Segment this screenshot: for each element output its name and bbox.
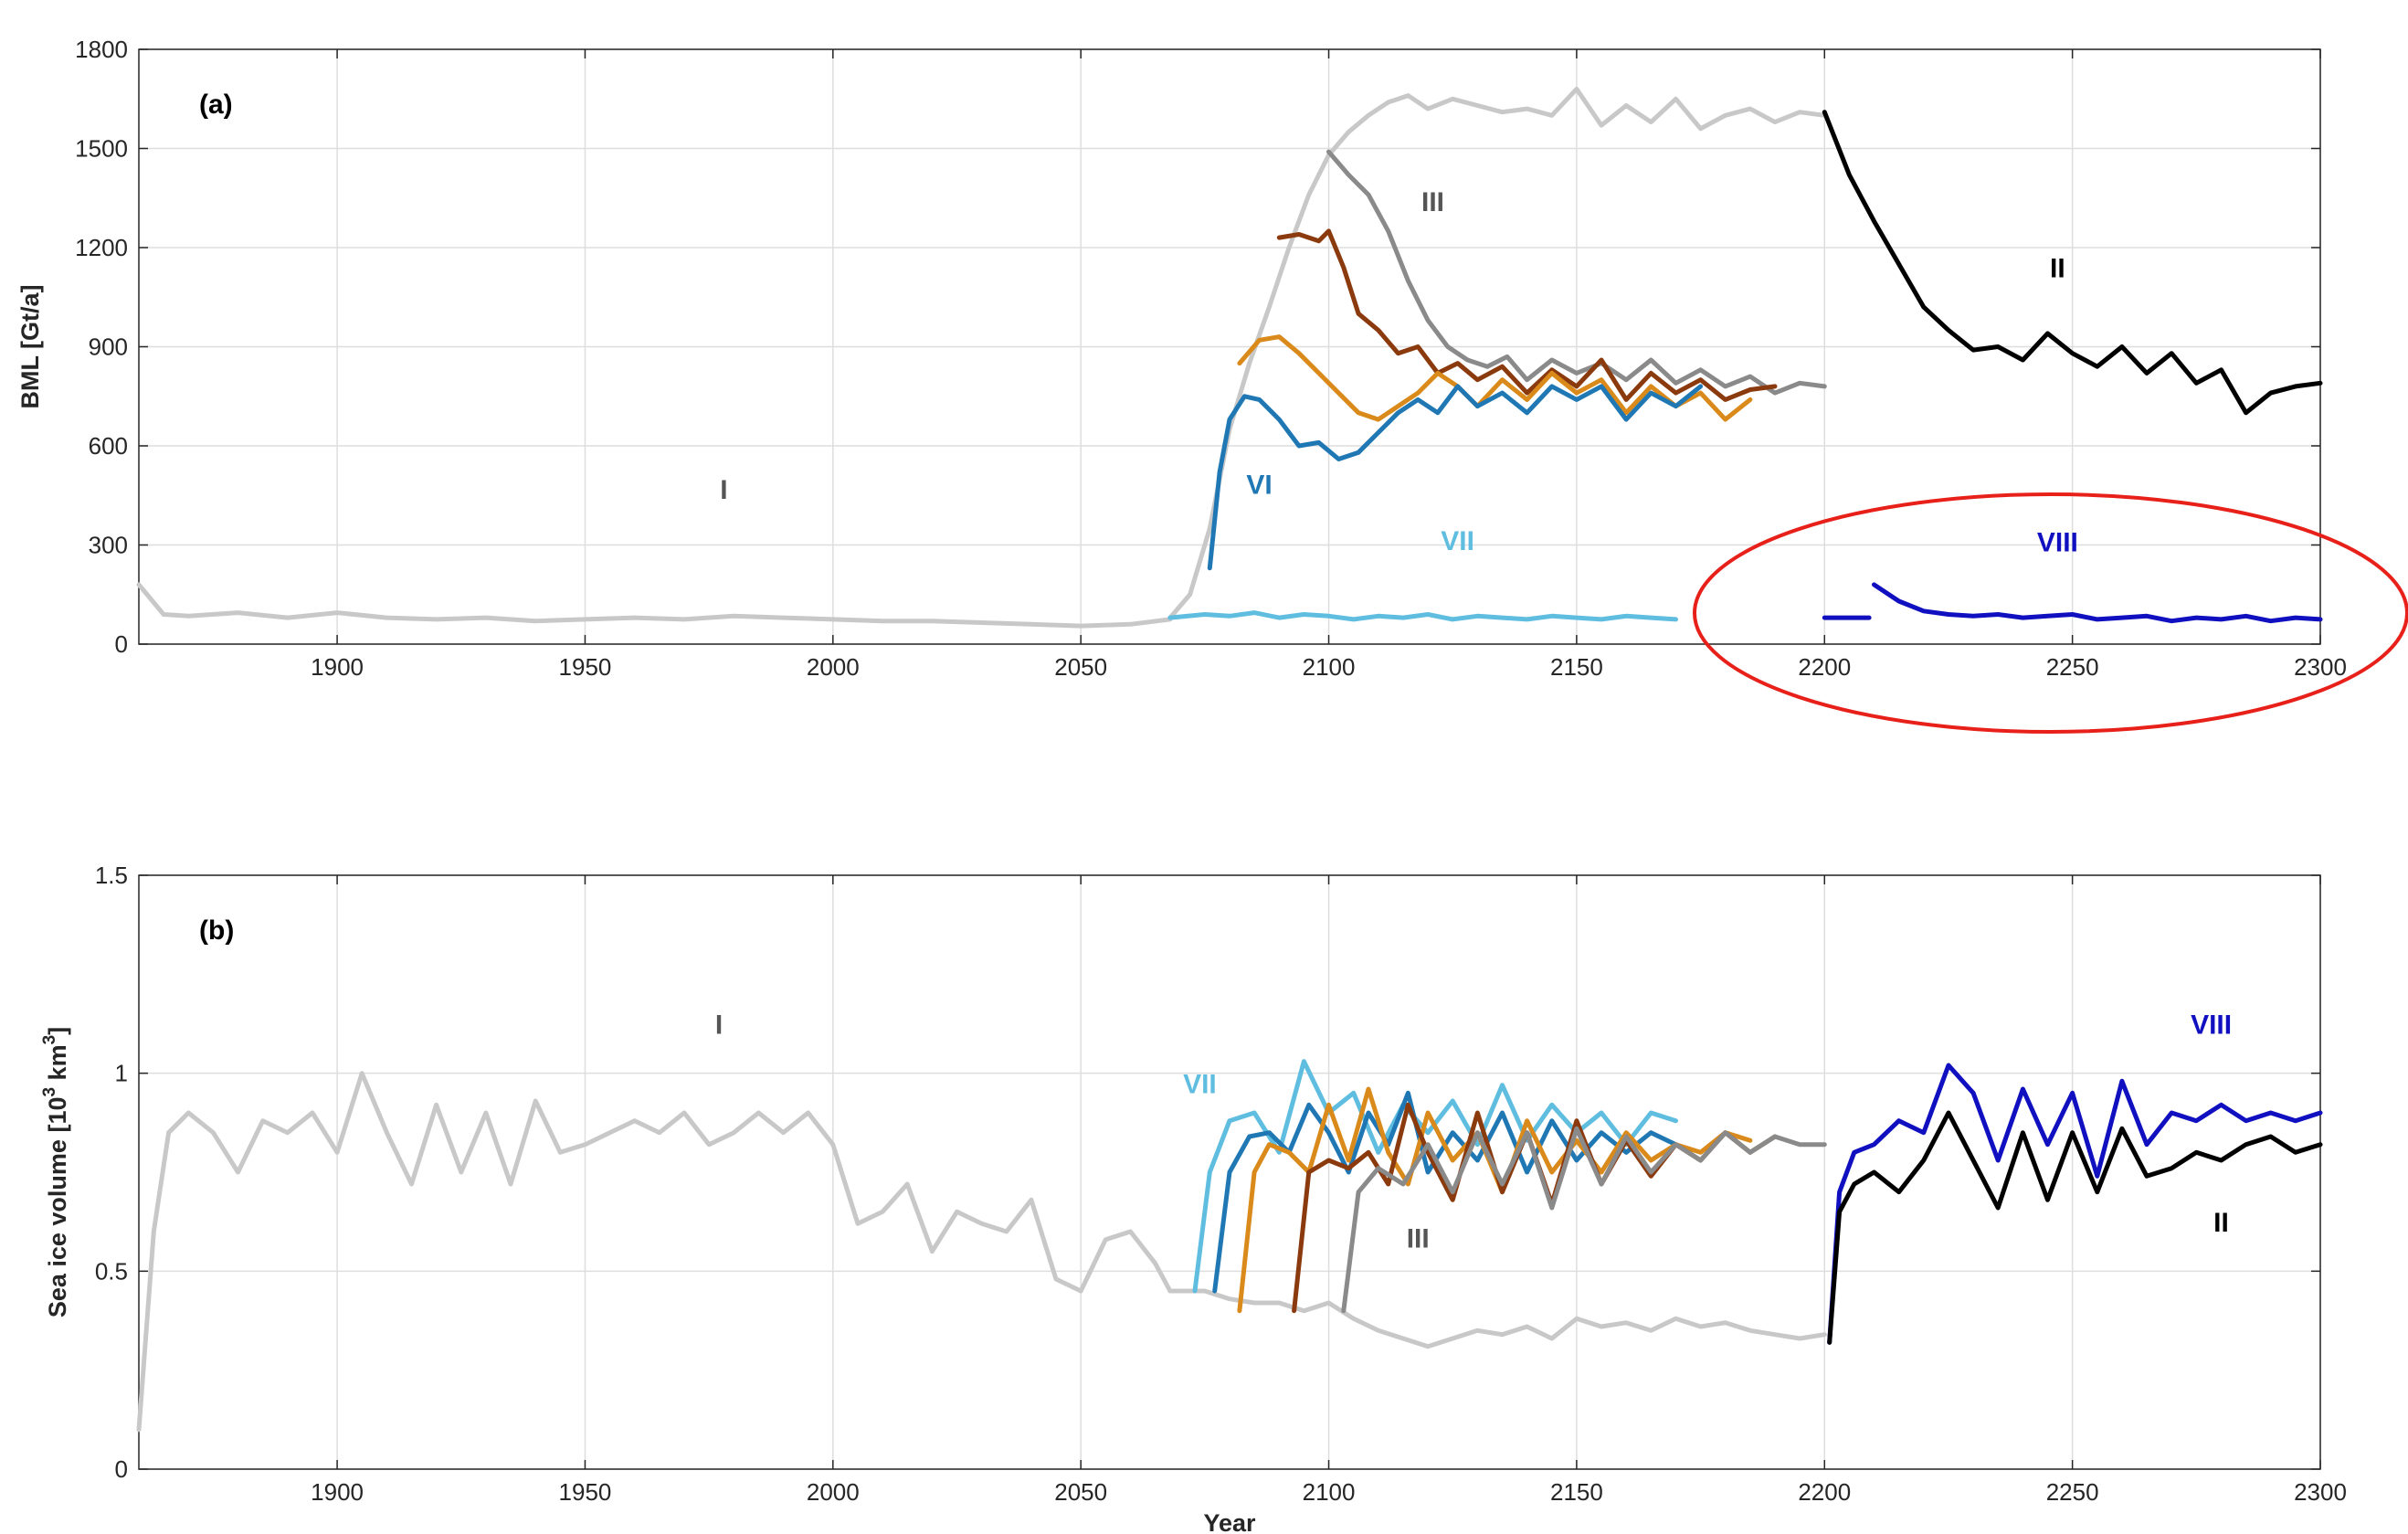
annotation-label: III [1407, 1223, 1430, 1254]
x-tick-label: 2200 [1798, 653, 1851, 681]
series-line-b-orange [1237, 1086, 1753, 1314]
y-tick-label: 900 [89, 333, 128, 361]
y-axis-label: BML [Gt/a] [16, 285, 44, 409]
series-line-a-II [1822, 110, 2323, 416]
y-tick-label: 0 [115, 630, 128, 658]
annotation-label: VII [1441, 526, 1474, 556]
x-tick-label: 2100 [1303, 1478, 1356, 1506]
x-tick-label: 2200 [1798, 1478, 1851, 1506]
annotation-label: VIII [2037, 528, 2078, 558]
x-tick-label: 1950 [559, 1478, 612, 1506]
x-tick-label: 1900 [311, 653, 364, 681]
axes-frame [138, 874, 2321, 1470]
x-tick-label: 2250 [2046, 1478, 2099, 1506]
panel-label: (b) [199, 915, 234, 946]
x-tick-label: 2000 [807, 653, 860, 681]
x-tick-label: 1900 [311, 1478, 364, 1506]
y-tick-label: 300 [89, 532, 128, 559]
y-tick-label: 1.5 [95, 862, 128, 889]
x-axis-label: Year [1203, 1509, 1256, 1534]
annotation-label: VI [1246, 470, 1272, 500]
series-line-a-grey-high [1167, 86, 1827, 620]
series-line-a-III [1326, 149, 1827, 396]
panel-label: (a) [199, 90, 233, 120]
annotation-label: I [715, 1010, 723, 1040]
x-tick-label: 1950 [559, 653, 612, 681]
series-line-b-grey-low [1167, 1288, 1827, 1349]
highlight-ellipse [1693, 492, 2408, 734]
x-tick-label: 2150 [1550, 1478, 1603, 1506]
series-line-a-VI [1207, 384, 1704, 571]
y-tick-label: 600 [89, 432, 128, 460]
y-tick-label: 1800 [75, 36, 128, 63]
series-line-b-II [1827, 1110, 2323, 1345]
x-tick-label: 2050 [1054, 653, 1107, 681]
series-line-b-VII [1192, 1059, 1678, 1294]
y-tick-label: 0.5 [95, 1257, 128, 1285]
annotation-label: I [720, 475, 727, 505]
annotation-label: II [2050, 254, 2065, 284]
series-line-a-VIII [1872, 582, 2323, 624]
y-tick-label: 1 [115, 1060, 128, 1087]
annotation-label: VIII [2191, 1010, 2232, 1040]
y-tick-label: 0 [115, 1455, 128, 1483]
y-tick-label: 1500 [75, 135, 128, 163]
x-tick-label: 2000 [807, 1478, 860, 1506]
panel-a: 1900 1950 2000 2050 2100 2150 2200 2250 2300 0 300… [16, 36, 2408, 734]
series-line-a-I [136, 582, 1173, 629]
x-tick-label: 2250 [2046, 653, 2099, 681]
annotation-label: III [1421, 187, 1444, 217]
x-tick-label: 2100 [1303, 653, 1356, 681]
series-line-b-III [1341, 1126, 1827, 1314]
series-line-b-VIII [1827, 1063, 2323, 1345]
y-axis-label: Sea ice volume [103 km3] [40, 1027, 71, 1317]
y-tick-label: 1200 [75, 234, 128, 261]
series-line-a-VII [1167, 610, 1678, 622]
annotation-label: VII [1183, 1069, 1217, 1099]
x-tick-label: 2300 [2294, 1478, 2347, 1506]
x-tick-label: 2050 [1054, 1478, 1107, 1506]
series-line-a-brown [1276, 228, 1778, 402]
annotation-label: II [2213, 1208, 2229, 1238]
series-line-b-I [136, 1071, 1173, 1433]
panel-b: 1900 1950 2000 2050 2100 2150 2200 2250 2300 0 0.5… [40, 862, 2347, 1534]
x-tick-label: 2300 [2294, 653, 2347, 681]
x-tick-label: 2150 [1550, 653, 1603, 681]
